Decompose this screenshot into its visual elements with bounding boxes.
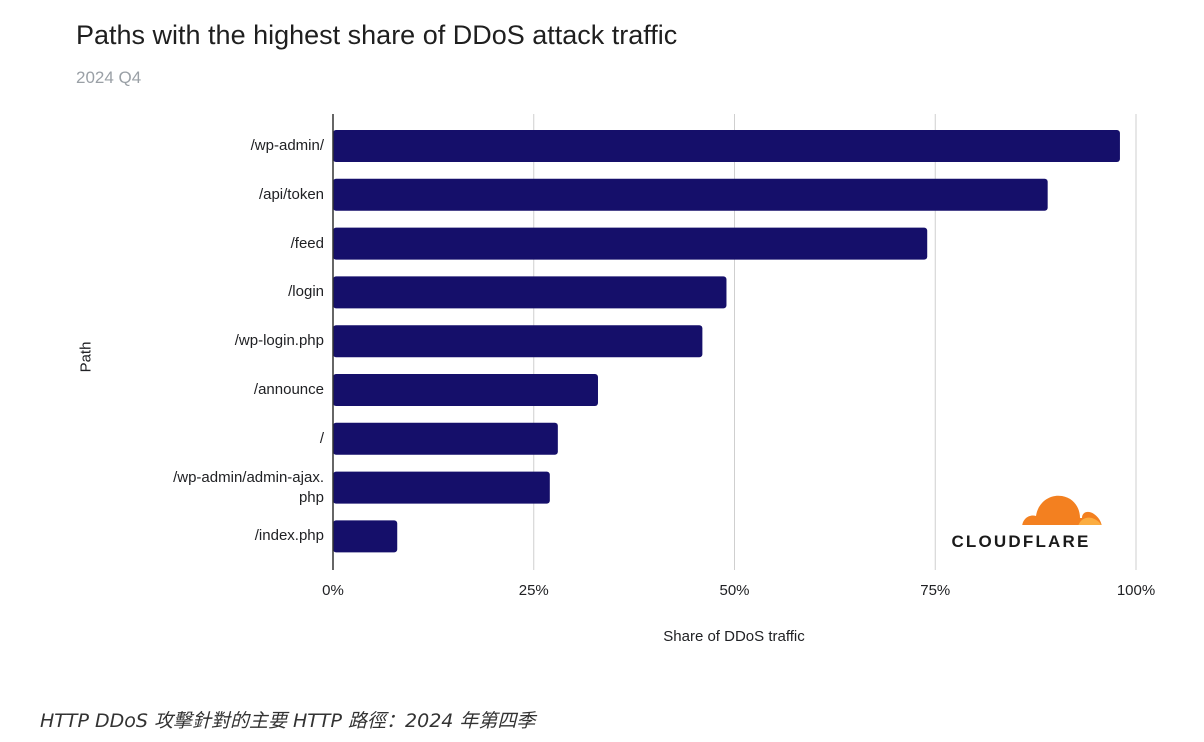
x-tick-label: 0% <box>322 582 344 599</box>
category-label: / <box>124 429 324 449</box>
bar <box>333 422 558 455</box>
bar <box>333 374 598 406</box>
category-label: /index.php <box>124 526 324 546</box>
category-label-line: /feed <box>290 234 324 252</box>
chart-title: Paths with the highest share of DDoS att… <box>76 20 678 50</box>
x-tick-label: 75% <box>920 582 951 599</box>
cloudflare-logo: CLOUDFLARE <box>938 492 1104 552</box>
category-label: /announce <box>124 380 324 400</box>
category-label: /api/token <box>124 185 324 205</box>
bar <box>333 520 398 553</box>
category-label-line: /api/token <box>258 185 324 203</box>
category-label-line: /wp-login.php <box>234 332 324 350</box>
chart-subtitle: 2024 Q4 <box>76 68 142 87</box>
category-label-line: /wp-admin/admin-ajax. <box>173 468 324 486</box>
category-label: /feed <box>124 234 324 254</box>
bar <box>333 130 1120 162</box>
x-tick-label: 25% <box>518 582 549 599</box>
x-tick-label: 100% <box>1116 582 1156 599</box>
bar <box>333 325 703 358</box>
category-label: /login <box>124 282 324 302</box>
category-label: /wp-admin/ <box>124 136 324 156</box>
cloud-icon <box>1022 495 1102 528</box>
bar <box>333 178 1048 211</box>
category-label-line: /wp-admin/ <box>250 137 324 154</box>
logo-text: CLOUDFLARE <box>951 532 1091 551</box>
category-label-line: /login <box>288 283 324 301</box>
x-axis-label: Share of DDoS traffic <box>663 628 805 645</box>
category-label: /wp-admin/admin-ajax. php <box>124 468 324 508</box>
category-label-line: /index.php <box>254 527 324 545</box>
x-tick-label: 50% <box>719 582 750 599</box>
bar <box>333 227 928 260</box>
bar <box>333 471 550 504</box>
category-label: /wp-login.php <box>124 331 324 351</box>
category-label-line: /announce <box>253 381 324 398</box>
category-label-line: php <box>298 488 324 506</box>
category-label-line: / <box>319 429 324 447</box>
figure-caption: HTTP DDoS 攻擊針對的主要 HTTP 路徑：2024 年第四季 <box>40 710 536 732</box>
bar <box>333 276 727 309</box>
